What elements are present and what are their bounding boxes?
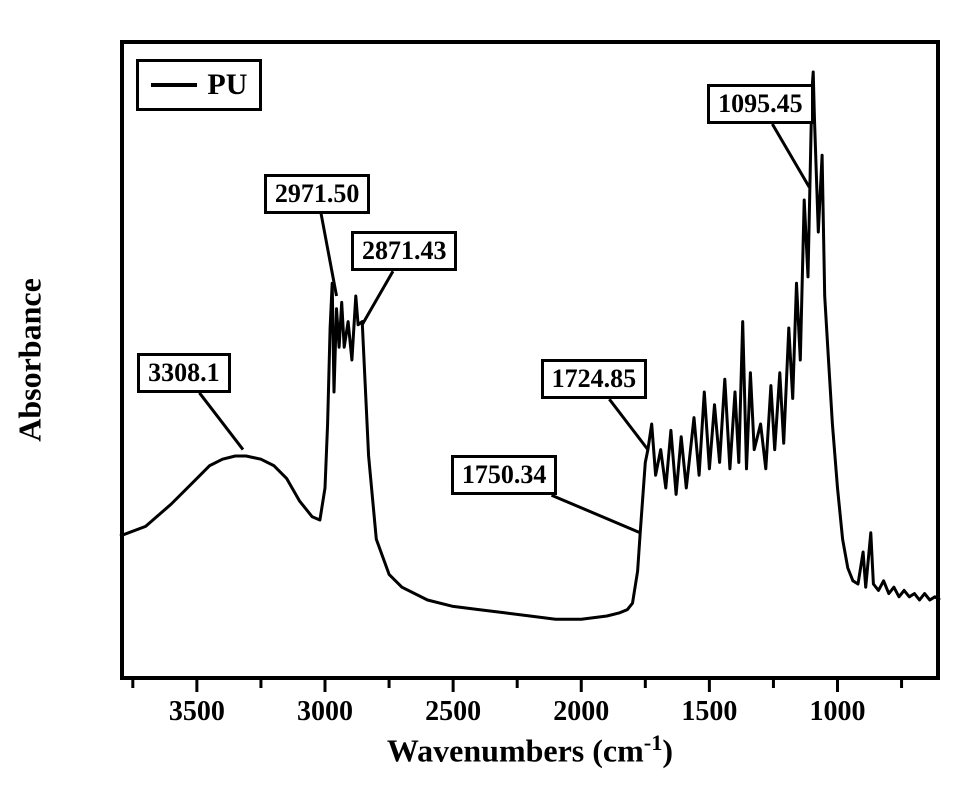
peak-label: 2971.50 (264, 174, 371, 214)
legend: PU (136, 59, 262, 111)
peak-label: 2871.43 (351, 231, 458, 271)
spectrum-svg (0, 0, 970, 802)
peak-label: 1750.34 (451, 455, 558, 495)
x-tick-label: 3000 (285, 696, 365, 728)
peak-label: 3308.1 (137, 353, 231, 393)
legend-swatch (151, 83, 197, 87)
x-tick-label: 1500 (669, 696, 749, 728)
x-tick-label: 2000 (541, 696, 621, 728)
x-axis-label: Wavenumbers (cm-1) (330, 730, 730, 770)
peak-label: 1095.45 (707, 84, 814, 124)
x-tick-label: 1000 (798, 696, 878, 728)
peak-label: 1724.85 (541, 359, 648, 399)
ftir-chart: Absorbance Wavenumbers (cm-1) PU 3500 300… (0, 0, 970, 802)
x-tick-label: 2500 (413, 696, 493, 728)
x-tick-label: 3500 (157, 696, 237, 728)
y-axis-label: Absorbance (12, 278, 49, 442)
legend-label: PU (207, 68, 247, 102)
